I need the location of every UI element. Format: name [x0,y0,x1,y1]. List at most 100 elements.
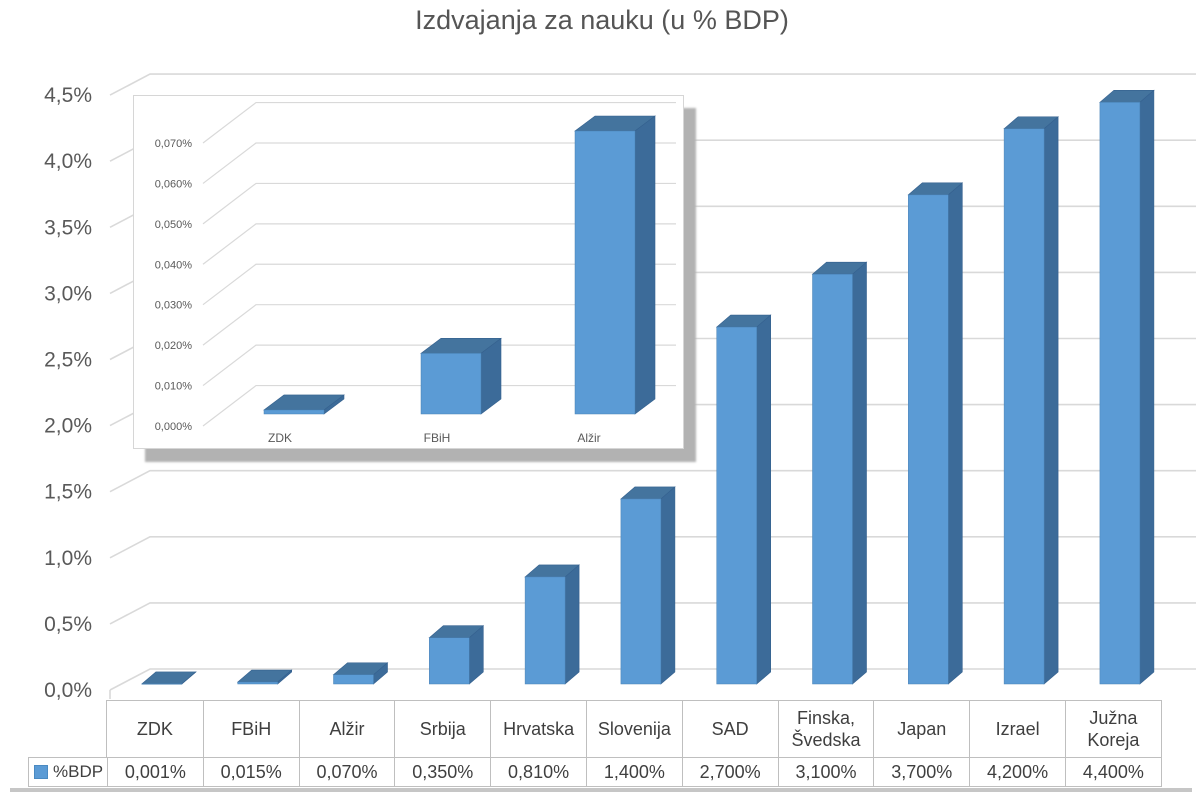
bar-front-face [620,498,662,685]
y-axis-tick-label: 3,0% [44,282,92,305]
bar-front-face [237,681,278,685]
bar-side-face [852,261,867,685]
category-cell: SAD [681,701,778,757]
inset-x-category-label: FBiH [424,431,451,445]
category-cell: Južna Koreja [1064,701,1161,757]
inset-x-category-label: ZDK [268,431,292,445]
bar-side-face [660,486,676,685]
bar-front-face [1003,128,1045,685]
inset-gridline [202,101,676,144]
inset-gridline [202,304,676,346]
y-axis-tick-label: 4,0% [44,150,92,173]
table-header-row: ZDK FBiH Alžir Srbija Hrvatska Slovenija SAD Fi… [106,700,1162,757]
y-axis-tick-label: 2,0% [44,415,92,438]
table-values-row: %BDP 0,001% 0,015% 0,070% 0,350% 0,810% 1,400… [28,757,1162,787]
category-cell: Izrael [969,701,1065,757]
y-axis-tick-label: 0,0% [44,679,92,702]
inset-plot: 0,000% 0,010% 0,020% 0,030% 0,040% 0,050% 0,06… [155,101,676,445]
category-cell: Japan [873,701,969,757]
bar-zdk [141,671,197,685]
y-axis-tick-label: 2,5% [44,349,92,372]
bar-front-face [263,409,325,415]
data-table: ZDK FBiH Alžir Srbija Hrvatska Slovenija SAD Fi… [28,700,1162,787]
bar-ju-na-koreja [1099,89,1155,685]
inset-y-tick-label: 0,060% [155,178,193,190]
value-cell: 0,810% [490,758,586,786]
value-cell: 4,200% [969,758,1065,786]
inset-bar-fbih [420,337,502,415]
category-cell: Hrvatska [490,701,586,757]
bar-izrael [1003,116,1059,685]
bar-fbih [236,669,293,685]
gridline [109,73,1196,96]
category-cell: Alžir [298,701,395,757]
legend-key: %BDP [29,758,107,786]
y-axis-tick-label: 1,0% [44,547,92,570]
inset-bar-al-ir [574,115,656,415]
bar-side-face [634,115,656,415]
value-cell: 0,350% [394,758,490,786]
bar-top-face [141,671,197,685]
bar-front-face [908,194,949,685]
inset-gridline [202,142,676,184]
bar-front-face [524,576,566,685]
value-cell: 2,700% [681,758,778,786]
inset-y-tick-label: 0,030% [155,300,193,312]
value-cell: 3,100% [777,758,874,786]
legend-label: %BDP [53,762,104,781]
value-cell: 1,400% [585,758,682,786]
y-axis-tick-label: 3,5% [44,216,92,239]
inset-x-category-label: Alžir [577,431,600,445]
bar-srbija [428,625,485,685]
inset-gridline [202,263,676,306]
bar-front-face [420,353,482,415]
inset-y-tick-label: 0,020% [155,340,193,352]
inset-y-tick-label: 0,050% [155,219,193,231]
bar-hrvatska [524,564,580,685]
category-cell: Finska, Švedska [777,701,874,757]
bar-front-face [1099,102,1141,685]
bar-side-face [564,564,580,685]
chart-title: Izdvajanja za nauku (u % BDP) [415,5,789,35]
inset-chart-canvas: 0,000% 0,010% 0,020% 0,030% 0,040% 0,050% 0,06… [155,101,676,445]
category-cell: Srbija [394,701,490,757]
y-axis-tick-label: 4,5% [44,84,92,107]
category-cell: FBiH [202,701,299,757]
inset-gridline [202,182,676,225]
bar-japan [907,182,964,685]
bar-front-face [812,273,853,685]
category-cell: ZDK [136,718,173,739]
bar-sad [715,314,772,685]
bar-front-face [333,674,374,685]
value-cell: 0,015% [202,758,299,786]
bar-finska-vedska [811,261,868,685]
inset-chart-panel: 0,000% 0,010% 0,020% 0,030% 0,040% 0,050% 0,06… [133,95,684,449]
inset-bar-zdk [263,394,345,415]
inset-y-tick-label: 0,070% [155,138,193,150]
bar-slovenija [620,486,676,685]
inset-gridline [202,223,676,265]
bar-side-face [756,314,771,685]
bar-top-face [236,669,293,683]
bar-side-face [1043,116,1059,685]
main-plot: 0,0% 0,5% 1,0% 1,5% 2,0% 2,5% 3,0% 3,5% 4,0% 4,5% [44,73,1196,702]
category-cell: Slovenija [585,701,682,757]
bar-front-face [429,637,470,685]
value-cell: 4,400% [1064,758,1161,786]
value-cell: 0,001% [107,758,203,786]
value-cell: 0,070% [298,758,395,786]
bar-front-face [574,130,636,415]
bar-side-face [948,182,963,685]
bar-al-ir [332,662,389,685]
bar-front-face [716,326,757,685]
inset-gridline [202,384,676,427]
chart-bottom-shadow [10,788,1192,792]
inset-y-tick-label: 0,010% [155,381,193,393]
y-axis-tick-label: 0,5% [44,613,92,636]
inset-gridline [202,344,676,387]
inset-y-tick-label: 0,000% [155,421,193,433]
bar-side-face [1139,89,1155,685]
value-cell: 3,700% [873,758,969,786]
